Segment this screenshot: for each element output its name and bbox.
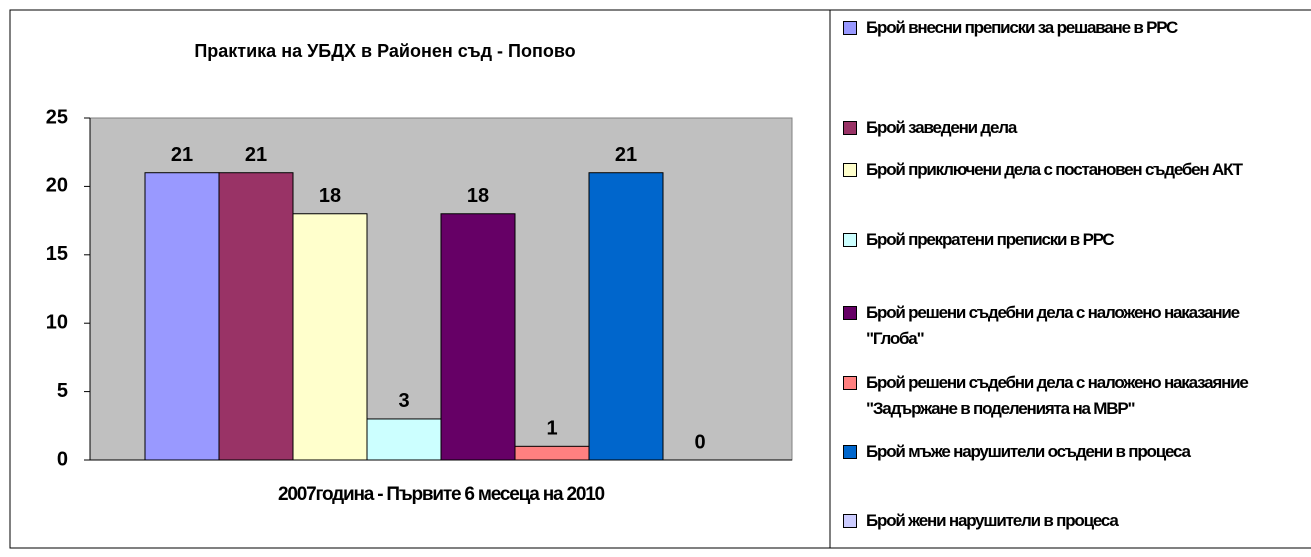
bar [292,213,368,461]
chart-title: Практика на УБДХ в Районен съд - Попово [194,41,575,61]
legend-label: Брой заведени дела [866,118,1017,137]
legend-frame [829,9,1311,549]
bar [440,213,516,461]
legend-label: Брой приключени дела с постановен съдебе… [866,160,1243,179]
bar [366,418,442,461]
value-label: 18 [467,185,489,207]
legend-swatch [843,121,857,135]
legend-label: Брой прекратени преписки в РРС [866,230,1115,249]
y-tick-label: 20 [46,175,68,197]
legend-label: Брой внесни преписки за решаване в РРС [866,18,1178,37]
value-label: 21 [245,144,267,166]
value-label: 3 [398,390,409,412]
value-label: 18 [319,185,341,207]
legend-swatch [843,21,857,35]
y-tick-label: 0 [57,448,68,470]
y-tick-label: 10 [46,311,68,333]
value-label: 21 [615,144,637,166]
legend-label: Брой жени нарушители в процеса [866,511,1119,530]
y-tick-label: 25 [46,106,68,128]
bar [218,172,294,461]
bar [144,172,220,461]
bar [514,445,590,461]
legend-swatch [843,445,857,459]
legend-swatch [843,233,857,247]
legend-swatch [843,306,857,320]
legend-swatch [843,514,857,528]
legend-label: Брой решени съдебни дела с наложено нака… [866,373,1249,418]
bar [588,172,664,461]
value-label: 0 [694,431,705,453]
y-tick-label: 15 [46,243,68,265]
value-label: 21 [171,144,193,166]
x-tick-label: 2007година - Първите 6 месеца на 2010 [278,484,605,505]
legend-swatch [843,376,857,390]
y-tick-label: 5 [57,380,68,402]
value-label: 1 [546,418,557,440]
legend-label: Брой решени съдебни дела с наложено нака… [866,303,1240,348]
legend-swatch [843,163,857,177]
legend-label: Брой мъже нарушители осъдени в процеса [866,442,1191,461]
